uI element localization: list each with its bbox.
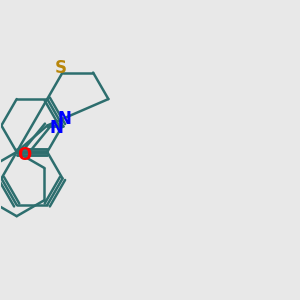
Text: S: S	[54, 59, 66, 77]
Text: N: N	[58, 110, 72, 128]
Text: O: O	[17, 146, 31, 164]
Text: N: N	[49, 118, 63, 136]
